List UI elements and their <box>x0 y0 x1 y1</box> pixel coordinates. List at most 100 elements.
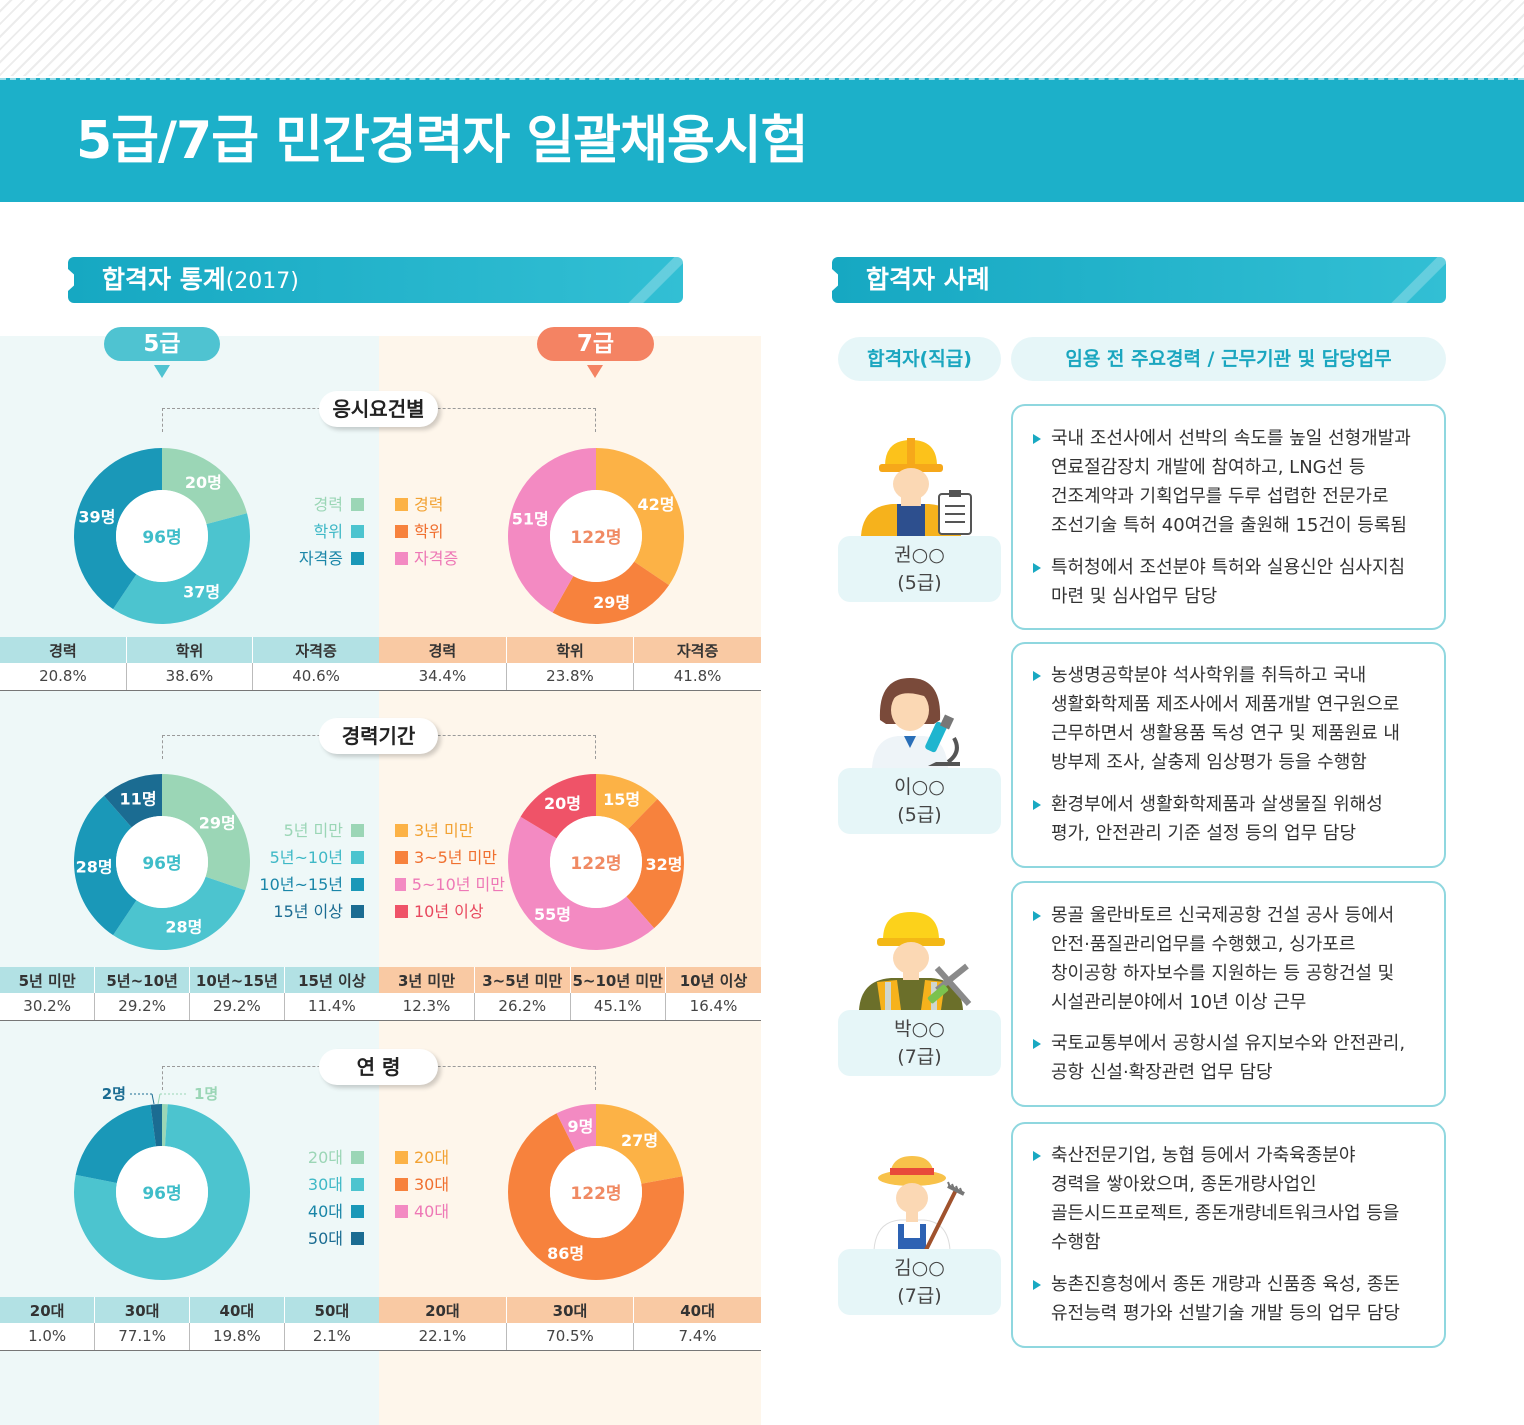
slice-label: 39명 <box>78 507 115 526</box>
construction-worker-icon <box>859 912 972 1010</box>
table-experience-grade7: 3년 미만 3~5년 미만 5~10년 미만 10년 이상 12.3% 26.2% 45.… <box>379 967 761 1021</box>
donut-hole <box>116 490 208 582</box>
grade7-label: 7급 <box>537 327 654 361</box>
donut-chart-requirement-grade5: 20명 37명 39명 96명 <box>73 448 251 624</box>
legend-item: 40대 <box>395 1198 505 1225</box>
donut-hole <box>550 1146 642 1238</box>
donut-total-label: 96명 <box>142 1184 181 1204</box>
slice-label: 55명 <box>534 905 571 924</box>
header-person-grade: 합격자(직급) <box>838 337 1001 381</box>
farmer-icon <box>873 1156 965 1251</box>
donut-chart-experience-grade7: 15명 32명 55명 20명 122명 <box>508 774 684 950</box>
career-bullet: 농촌진흥청에서 종돈 개량과 신품종 육성, 종돈 유전능력 평가와 선발기술 … <box>1033 1270 1430 1328</box>
slice-label: 29명 <box>199 813 236 832</box>
category-pill-age: 연 령 <box>319 1049 438 1085</box>
legend-experience-grade5: 5년 미만 5년~10년 10년~15년 15년 이상 <box>252 817 364 925</box>
stats-section-year: (2017) <box>225 269 299 294</box>
legend-item: 30대 <box>395 1171 505 1198</box>
donut-slice-2 <box>508 816 655 950</box>
legend-item: 10년 이상 <box>395 898 505 925</box>
career-bullet: 특허청에서 조선분야 특허와 실용신안 심사지침 마련 및 심사업무 담당 <box>1033 553 1430 611</box>
donut-hole <box>116 816 208 908</box>
triangle-bullet-icon <box>1033 671 1041 681</box>
slice-label: 27명 <box>621 1131 658 1150</box>
stats-section-bar: 합격자 통계(2017) <box>68 257 683 303</box>
age-callouts: 2명 1명 <box>102 1085 218 1105</box>
slice-label: 11명 <box>120 789 157 808</box>
slice-label-20s: 1명 <box>194 1085 218 1103</box>
career-bullet: 국내 조선사에서 선박의 속도를 높일 선형개발과 연료절감장치 개발에 참여하… <box>1033 424 1430 540</box>
donut-chart-requirement-grade7: 42명 29명 51명 122명 <box>508 448 684 624</box>
donut-total-label: 122명 <box>570 854 621 874</box>
header-career: 임용 전 주요경력 / 근무기관 및 담당업무 <box>1011 337 1446 381</box>
legend-item: 15년 이상 <box>252 898 364 925</box>
donut-slice-1 <box>74 1104 251 1280</box>
slice-label: 37명 <box>183 582 220 601</box>
legend-item: 30대 <box>262 1171 364 1198</box>
triangle-bullet-icon <box>1033 1151 1041 1161</box>
legend-age-grade7: 20대 30대 40대 <box>395 1144 505 1225</box>
donut-slice-1 <box>626 798 684 929</box>
table-age-grade5: 20대 30대 40대 50대 1.0% 77.1% 19.8% 2.1% <box>0 1297 379 1351</box>
donut-slice-2 <box>75 1104 156 1184</box>
header-stripes <box>0 0 1524 76</box>
donut-slice-2 <box>73 795 137 936</box>
career-bullet: 몽골 울란바토르 신국제공항 건설 공사 등에서 안전·품질관리업무를 수행했고… <box>1033 901 1430 1017</box>
triangle-bullet-icon <box>1033 563 1041 573</box>
triangle-bullet-icon <box>1033 434 1041 444</box>
donut-slice-1 <box>113 513 251 624</box>
donut-total-label: 122명 <box>570 1184 621 1204</box>
table-requirement-grade5: 경력 학위 자격증 20.8% 38.6% 40.6% <box>0 637 379 691</box>
donut-slice-0 <box>162 774 250 891</box>
case-box-4: 축산전문기업, 농협 등에서 가축육종분야 경력을 쌓아왔으며, 종돈개량사업인… <box>1011 1122 1446 1348</box>
legend-item: 자격증 <box>395 545 505 572</box>
donut-slice-1 <box>508 1113 684 1280</box>
down-arrow-icon <box>587 365 603 378</box>
donut-hole <box>550 490 642 582</box>
donut-slice-2 <box>508 448 596 613</box>
slice-label: 86명 <box>547 1244 584 1263</box>
legend-item: 50대 <box>262 1225 364 1252</box>
donut-slice-0 <box>596 448 684 586</box>
slice-label: 29명 <box>593 593 630 612</box>
donut-slice-0 <box>596 1104 683 1184</box>
person-card-1: 권○○ (5급) <box>838 536 1001 602</box>
case-box-3: 몽골 울란바토르 신국제공항 건설 공사 등에서 안전·품질관리업무를 수행했고… <box>1011 881 1446 1107</box>
person-card-2: 이○○ (5급) <box>838 768 1001 834</box>
donut-hole <box>116 1146 208 1238</box>
shipbuilding-engineer-icon <box>861 438 972 536</box>
person-card-3: 박○○ (7급) <box>838 1010 1001 1076</box>
triangle-bullet-icon <box>1033 800 1041 810</box>
slice-label: 32명 <box>645 855 682 874</box>
legend-item: 3~5년 미만 <box>395 844 505 871</box>
table-experience-grade5: 5년 미만 5년~10년 10년~15년 15년 이상 30.2% 29.2% 29.2%… <box>0 967 379 1021</box>
donut-chart-age-grade5: 96명 <box>74 1104 251 1280</box>
legend-requirement-grade7: 경력 학위 자격증 <box>395 491 505 572</box>
callout-line <box>151 1093 155 1105</box>
legend-item: 20대 <box>262 1144 364 1171</box>
callout-line <box>157 1093 161 1105</box>
legend-item: 학위 <box>262 518 364 545</box>
case-box-1: 국내 조선사에서 선박의 속도를 높일 선형개발과 연료절감장치 개발에 참여하… <box>1011 404 1446 630</box>
triangle-bullet-icon <box>1033 1039 1041 1049</box>
donut-chart-age-grade7: 27명 86명 9명 122명 <box>508 1104 684 1280</box>
donut-total-label: 96명 <box>142 528 181 548</box>
donut-slice-2 <box>73 448 162 610</box>
cases-section-title: 합격자 사례 <box>866 265 990 294</box>
donut-slice-3 <box>520 774 596 839</box>
slice-label: 9명 <box>567 1117 593 1136</box>
legend-item: 경력 <box>395 491 505 518</box>
slice-label: 28명 <box>165 917 202 936</box>
legend-item: 10년~15년 <box>252 871 364 898</box>
career-bullet: 농생명공학분야 석사학위를 취득하고 국내 생활화학제품 제조사에서 제품개발 … <box>1033 661 1430 777</box>
page-title: 5급/7급 민간경력자 일괄채용시험 <box>76 111 808 171</box>
donut-slice-3 <box>103 774 162 828</box>
donut-slice-1 <box>113 876 246 950</box>
person-card-4: 김○○ (7급) <box>838 1249 1001 1315</box>
legend-item: 경력 <box>262 491 364 518</box>
donut-slice-0 <box>162 1104 168 1147</box>
category-pill-experience: 경력기간 <box>319 718 438 754</box>
slice-label: 42명 <box>638 495 675 514</box>
legend-item: 5년 미만 <box>252 817 364 844</box>
